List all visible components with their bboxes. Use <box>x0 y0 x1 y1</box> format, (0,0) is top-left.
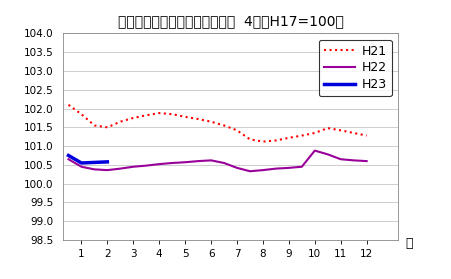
H21 <box>130 116 136 120</box>
H22 <box>143 164 149 167</box>
H22 <box>299 165 304 169</box>
H22 <box>105 169 110 172</box>
H22 <box>130 165 136 169</box>
H22 <box>221 161 226 165</box>
H21 <box>285 136 291 140</box>
H21 <box>78 112 84 116</box>
H21 <box>208 120 213 123</box>
H22 <box>363 159 368 163</box>
H22 <box>311 149 317 152</box>
H22 <box>324 153 330 156</box>
H21 <box>105 126 110 129</box>
H21 <box>65 103 71 107</box>
H21 <box>182 115 188 119</box>
H22 <box>337 158 343 161</box>
H22 <box>260 169 265 172</box>
H21 <box>324 126 330 130</box>
H22 <box>169 161 175 165</box>
H21 <box>363 134 368 137</box>
H21 <box>299 134 304 137</box>
H22 <box>117 167 123 170</box>
H22 <box>65 158 71 161</box>
H21 <box>260 140 265 143</box>
H22 <box>234 166 239 170</box>
H22 <box>285 166 291 170</box>
H21 <box>169 112 175 116</box>
H21 <box>221 124 226 127</box>
H23 <box>78 161 84 165</box>
H22 <box>182 160 188 164</box>
H22 <box>78 165 84 169</box>
Text: 月: 月 <box>405 237 412 250</box>
H21 <box>337 129 343 132</box>
H22 <box>350 159 355 162</box>
Legend: H21, H22, H23: H21, H22, H23 <box>318 40 391 96</box>
Line: H21: H21 <box>68 105 366 141</box>
H21 <box>247 138 252 141</box>
H22 <box>92 168 97 171</box>
H22 <box>156 162 161 166</box>
H22 <box>272 167 278 170</box>
Title: 生鮮食品を除く総合指数の動き  4市（H17=100）: 生鮮食品を除く総合指数の動き 4市（H17=100） <box>117 14 343 28</box>
H21 <box>195 117 200 121</box>
H21 <box>272 139 278 142</box>
H23 <box>65 154 71 157</box>
H22 <box>247 170 252 173</box>
H23 <box>105 160 110 163</box>
H21 <box>117 120 123 123</box>
H21 <box>311 131 317 135</box>
H22 <box>208 159 213 162</box>
H21 <box>350 131 355 135</box>
H22 <box>195 159 200 163</box>
H21 <box>156 111 161 115</box>
H21 <box>92 124 97 127</box>
H21 <box>143 114 149 117</box>
Line: H22: H22 <box>68 151 366 171</box>
Line: H23: H23 <box>68 155 107 163</box>
H21 <box>234 129 239 132</box>
